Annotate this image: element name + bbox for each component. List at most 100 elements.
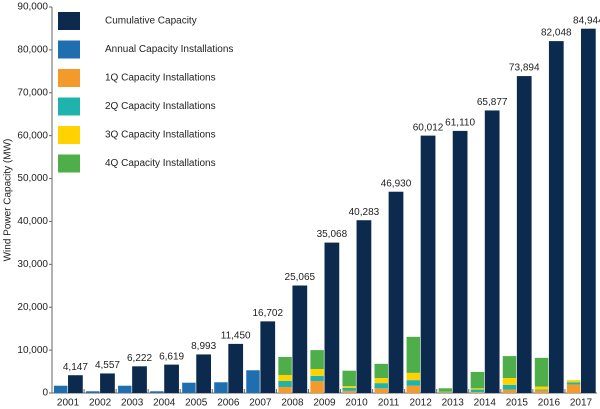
x-tick-label: 2016 — [538, 398, 561, 409]
legend-label: 4Q Capacity Installations — [105, 158, 216, 169]
bar — [164, 364, 179, 393]
bar — [406, 385, 421, 393]
value-label: 40,283 — [349, 207, 380, 218]
y-tick-label: 30,000 — [17, 259, 48, 270]
value-label: 84,944 — [573, 15, 600, 26]
bar — [214, 382, 228, 393]
bar — [406, 372, 421, 381]
bar — [470, 392, 485, 393]
bar — [356, 220, 372, 393]
bar — [374, 363, 388, 378]
bar — [53, 385, 68, 393]
bar — [566, 382, 581, 385]
bar — [374, 377, 388, 384]
value-label: 11,450 — [221, 331, 251, 342]
value-label: 60,012 — [413, 122, 444, 133]
legend-swatch — [58, 12, 80, 30]
bar — [470, 388, 485, 390]
x-tick-label: 2003 — [121, 398, 144, 409]
y-tick-label: 10,000 — [17, 345, 48, 356]
bar — [374, 388, 388, 393]
bar — [502, 384, 517, 390]
value-label: 4,557 — [95, 360, 120, 371]
bar — [406, 380, 421, 386]
value-label: 8,993 — [191, 341, 216, 352]
bar — [278, 374, 292, 381]
bar — [342, 370, 356, 387]
bar — [534, 357, 549, 387]
x-tick-label: 2002 — [89, 398, 112, 409]
bar — [100, 373, 115, 393]
bar — [374, 383, 388, 389]
y-tick-label: 60,000 — [17, 130, 48, 141]
value-label: 82,048 — [541, 28, 572, 39]
x-tick-label: 2005 — [185, 398, 208, 409]
value-label: 65,877 — [477, 97, 508, 108]
legend-swatch — [58, 40, 80, 59]
bar — [580, 28, 596, 393]
bar — [566, 384, 581, 393]
value-label: 6,619 — [159, 351, 184, 362]
bar — [452, 130, 468, 393]
bar — [438, 388, 453, 392]
bar — [246, 370, 260, 393]
x-tick-label: 2008 — [281, 398, 304, 409]
bar — [310, 368, 324, 376]
value-label: 73,894 — [509, 63, 540, 74]
x-tick-label: 2013 — [442, 398, 465, 409]
legend-swatch — [58, 126, 80, 144]
bar — [278, 380, 292, 387]
legend-label: 1Q Capacity Installations — [105, 73, 216, 84]
value-label: 46,930 — [381, 178, 412, 189]
legend-label: 2Q Capacity Installations — [105, 101, 216, 112]
bar — [310, 350, 324, 369]
bar — [566, 380, 581, 383]
bar — [388, 191, 404, 393]
bar — [228, 343, 244, 393]
bar — [310, 380, 324, 393]
bar — [502, 389, 517, 393]
bar — [68, 375, 83, 393]
legend-swatch — [58, 69, 80, 87]
x-tick-label: 2001 — [57, 398, 80, 409]
bar — [534, 386, 549, 390]
bar — [502, 377, 517, 385]
bar — [502, 356, 517, 378]
legend-swatch — [58, 154, 80, 173]
value-label: 25,065 — [285, 272, 316, 283]
bar — [470, 389, 485, 393]
x-tick-label: 2017 — [570, 398, 593, 409]
bar — [324, 242, 340, 393]
value-label: 61,110 — [445, 118, 475, 129]
bar — [278, 386, 292, 393]
x-tick-label: 2007 — [249, 398, 272, 409]
legend-label: 3Q Capacity Installations — [105, 130, 216, 141]
bar — [548, 41, 564, 393]
y-tick-label: 90,000 — [17, 2, 48, 13]
x-tick-label: 2014 — [474, 398, 497, 409]
legend-label: Annual Capacity Installations — [105, 44, 233, 55]
value-label: 16,702 — [252, 308, 283, 319]
legend-label: Cumulative Capacity — [105, 16, 197, 27]
bar — [534, 390, 549, 393]
x-tick-label: 2010 — [345, 398, 368, 409]
y-tick-label: 80,000 — [17, 45, 48, 56]
x-tick-label: 2004 — [153, 398, 176, 409]
value-label: 6,222 — [127, 353, 152, 364]
bar — [406, 336, 421, 373]
y-axis-label: Wind Power Capacity (MW) — [3, 139, 14, 262]
bar — [132, 366, 147, 393]
bar — [310, 375, 324, 381]
bar — [470, 371, 485, 389]
bar — [342, 386, 356, 388]
x-tick-label: 2009 — [313, 398, 336, 409]
bar — [420, 135, 436, 393]
x-tick-label: 2006 — [217, 398, 240, 409]
x-tick-label: 2011 — [378, 398, 400, 409]
x-tick-label: 2015 — [506, 398, 529, 409]
bar — [278, 356, 292, 375]
value-label: 35,068 — [317, 229, 348, 240]
bar — [342, 387, 356, 391]
bar — [196, 354, 212, 393]
